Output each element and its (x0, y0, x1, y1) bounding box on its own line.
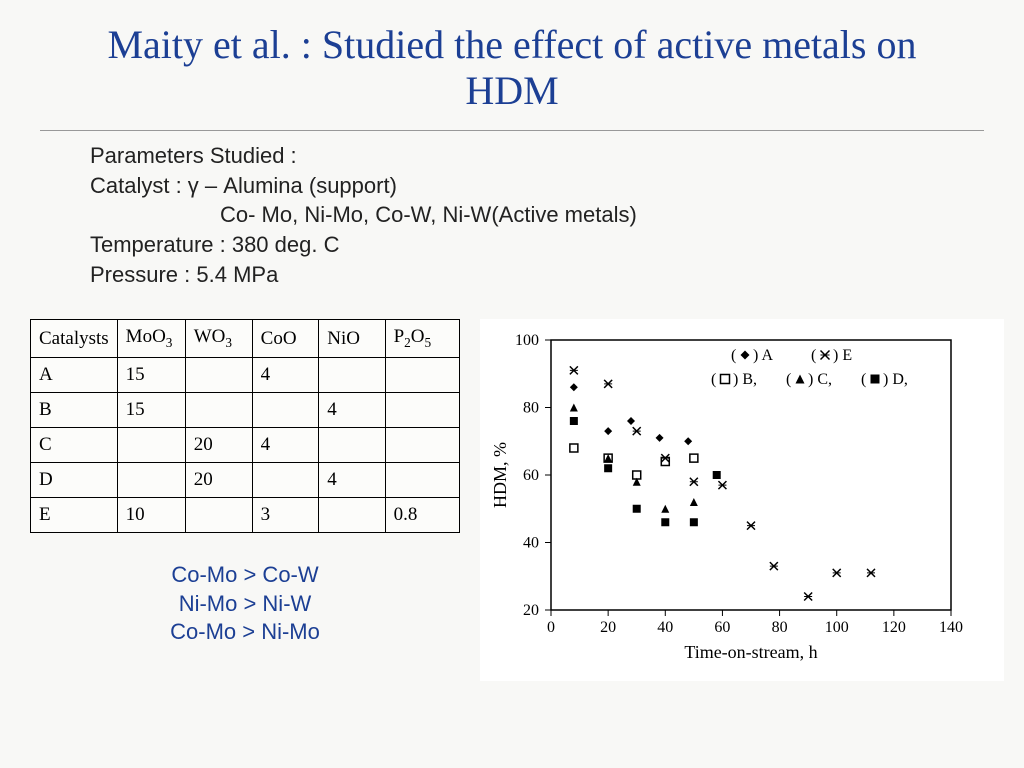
svg-text:60: 60 (523, 467, 539, 484)
table-cell (319, 428, 385, 463)
svg-text:Time-on-stream, h: Time-on-stream, h (684, 642, 817, 662)
table-cell: 4 (252, 428, 319, 463)
table-cell: B (31, 393, 118, 428)
svg-text:) B,: ) B, (733, 371, 757, 388)
table-cell: 15 (117, 358, 185, 393)
table-header: CoO (252, 320, 319, 358)
svg-text:0: 0 (547, 619, 555, 636)
table-cell: 4 (319, 463, 385, 498)
table-cell: 0.8 (385, 498, 459, 533)
svg-text:20: 20 (600, 619, 616, 636)
table-header: WO3 (185, 320, 252, 358)
svg-text:(: ( (861, 371, 866, 388)
table-header: Catalysts (31, 320, 118, 358)
svg-text:HDM, %: HDM, % (490, 442, 510, 508)
conclusion-2: Ni-Mo > Ni-W (30, 590, 460, 619)
table-container: CatalystsMoO3WO3CoONiOP2O5 A154B154C204D… (30, 319, 460, 647)
table-cell (385, 358, 459, 393)
table-cell: C (31, 428, 118, 463)
svg-text:80: 80 (523, 400, 539, 417)
table-cell (185, 498, 252, 533)
table-cell: E (31, 498, 118, 533)
svg-text:40: 40 (523, 535, 539, 552)
table-cell: 4 (319, 393, 385, 428)
table-row: C 204 (31, 428, 460, 463)
table-cell (252, 393, 319, 428)
table-cell (185, 393, 252, 428)
table-cell: 20 (185, 463, 252, 498)
table-header: MoO3 (117, 320, 185, 358)
parameters-block: Parameters Studied : Catalyst : γ – Alum… (90, 141, 1024, 289)
svg-text:100: 100 (825, 619, 849, 636)
svg-text:80: 80 (772, 619, 788, 636)
table-cell: 10 (117, 498, 185, 533)
params-heading: Parameters Studied : (90, 141, 1024, 171)
svg-text:) D,: ) D, (883, 371, 908, 388)
table-cell (117, 463, 185, 498)
table-cell: 20 (185, 428, 252, 463)
table-cell: A (31, 358, 118, 393)
svg-text:(: ( (711, 371, 716, 388)
table-header: P2O5 (385, 320, 459, 358)
table-cell: D (31, 463, 118, 498)
svg-text:) C,: ) C, (808, 371, 832, 388)
table-cell: 3 (252, 498, 319, 533)
svg-text:60: 60 (714, 619, 730, 636)
table-row: E10 3 0.8 (31, 498, 460, 533)
params-pressure: Pressure : 5.4 MPa (90, 260, 1024, 290)
table-row: D 20 4 (31, 463, 460, 498)
conclusion-1: Co-Mo > Co-W (30, 561, 460, 590)
table-cell (117, 428, 185, 463)
table-cell (319, 358, 385, 393)
svg-text:) A: ) A (753, 347, 773, 364)
conclusions: Co-Mo > Co-W Ni-Mo > Ni-W Co-Mo > Ni-Mo (30, 561, 460, 647)
catalyst-table: CatalystsMoO3WO3CoONiOP2O5 A154B154C204D… (30, 319, 460, 533)
table-row: B15 4 (31, 393, 460, 428)
page-title: Maity et al. : Studied the effect of act… (0, 0, 1024, 124)
svg-text:120: 120 (882, 619, 906, 636)
table-cell (185, 358, 252, 393)
table-cell: 15 (117, 393, 185, 428)
svg-text:(: ( (786, 371, 791, 388)
table-cell: 4 (252, 358, 319, 393)
svg-text:140: 140 (939, 619, 963, 636)
conclusion-3: Co-Mo > Ni-Mo (30, 618, 460, 647)
params-catalyst-1: Catalyst : γ – Alumina (support) (90, 171, 1024, 201)
svg-text:(: ( (811, 347, 816, 364)
table-cell (385, 428, 459, 463)
params-temperature: Temperature : 380 deg. C (90, 230, 1024, 260)
table-cell (319, 498, 385, 533)
table-cell (385, 393, 459, 428)
table-cell (252, 463, 319, 498)
svg-text:20: 20 (523, 602, 539, 619)
svg-text:(: ( (731, 347, 736, 364)
svg-text:40: 40 (657, 619, 673, 636)
table-header: NiO (319, 320, 385, 358)
params-catalyst-2: Co- Mo, Ni-Mo, Co-W, Ni-W(Active metals) (90, 200, 1024, 230)
table-row: A15 4 (31, 358, 460, 393)
hdm-scatter-chart: 0 20 40 60 80 100 120 140 20 40 60 80 100 Time-on-str… (480, 319, 1004, 681)
title-divider (40, 130, 984, 131)
lower-row: CatalystsMoO3WO3CoONiOP2O5 A154B154C204D… (0, 289, 1024, 681)
svg-text:100: 100 (515, 332, 539, 349)
table-cell (385, 463, 459, 498)
svg-text:) E: ) E (833, 347, 852, 364)
